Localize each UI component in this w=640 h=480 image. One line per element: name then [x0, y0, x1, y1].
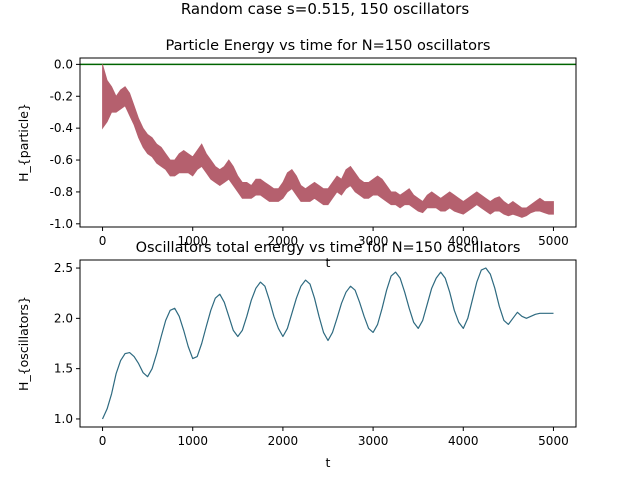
particle-x-axis-label: t — [326, 255, 331, 270]
oscillator-x-tick-label: 4000 — [448, 434, 479, 448]
oscillator-x-axis-label: t — [326, 455, 331, 470]
particle-energy-plot: Particle Energy vs time for N=150 oscill… — [16, 38, 577, 270]
oscillator-y-tick-label: 1.5 — [54, 362, 73, 376]
figure-suptitle: Random case s=0.515, 150 oscillators — [181, 0, 470, 18]
oscillator-energy-plot: Oscillators total energy vs time for N=1… — [16, 240, 577, 470]
particle-y-tick-label: -0.2 — [50, 89, 73, 103]
oscillator-x-tick-label: 5000 — [538, 434, 569, 448]
particle-x-tick-label: 3000 — [358, 234, 389, 248]
oscillator-y-tick-label: 2.5 — [54, 261, 73, 275]
oscillator-x-tick-label: 0 — [99, 434, 107, 448]
particle-x-tick-label: 2000 — [268, 234, 299, 248]
oscillator-y-axis-label: H_{oscillators} — [16, 296, 31, 391]
particle-chart-title: Particle Energy vs time for N=150 oscill… — [166, 38, 491, 54]
oscillator-x-tick-label: 3000 — [358, 434, 389, 448]
particle-x-tick-label: 0 — [99, 234, 107, 248]
oscillator-x-tick-label: 1000 — [177, 434, 208, 448]
oscillator-y-tick-label: 2.0 — [54, 311, 73, 325]
oscillator-series-0-line — [101, 267, 554, 420]
particle-y-tick-label: 0.0 — [54, 57, 73, 71]
oscillator-chart-title: Oscillators total energy vs time for N=1… — [136, 240, 521, 256]
oscillator-y-tick-label: 1.0 — [54, 412, 73, 426]
particle-y-tick-label: -0.8 — [50, 185, 73, 199]
oscillator-x-tick-label: 2000 — [268, 434, 299, 448]
particle-x-tick-label: 4000 — [448, 234, 479, 248]
particle-x-tick-label: 1000 — [177, 234, 208, 248]
particle-y-axis-label: H_{particle} — [16, 103, 31, 182]
particle-axes-frame — [79, 57, 577, 228]
particle-series-0-band — [102, 64, 554, 218]
particle-y-tick-label: -1.0 — [50, 217, 73, 231]
particle-y-tick-label: -0.6 — [50, 153, 73, 167]
particle-x-tick-label: 5000 — [538, 234, 569, 248]
oscillator-axes-frame — [79, 259, 577, 428]
particle-y-tick-label: -0.4 — [50, 121, 73, 135]
